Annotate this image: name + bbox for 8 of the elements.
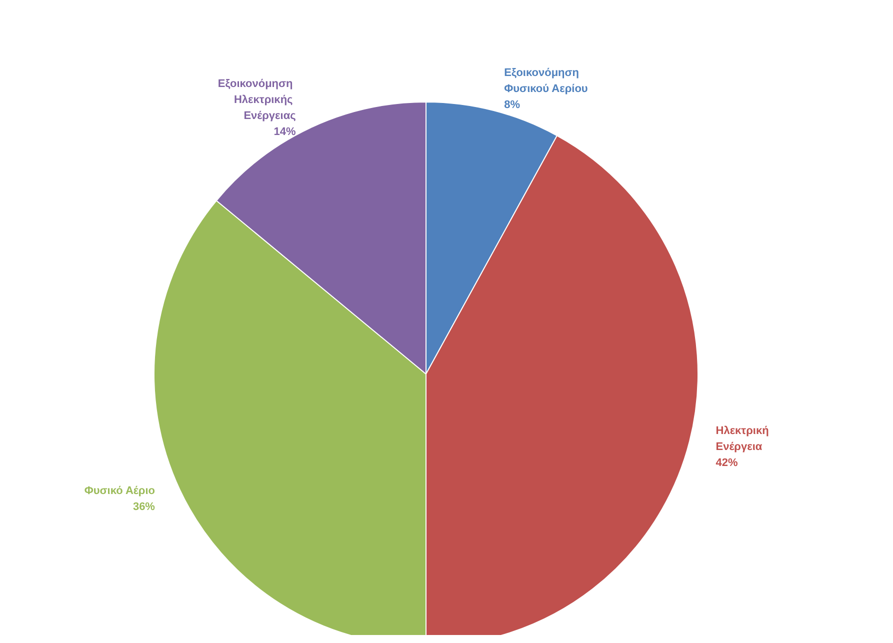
- data-label: 14%: [274, 126, 296, 138]
- slice-label: Ηλεκτρική Ενέργεια: [716, 425, 772, 454]
- data-label: 42%: [716, 457, 738, 470]
- slice-label: Φυσικό Αέριο: [84, 485, 156, 498]
- data-label: 36%: [132, 501, 156, 514]
- slice-label: Εξοικονόμηση Φυσικού Αερίου: [504, 67, 588, 96]
- data-label: 8%: [504, 99, 520, 112]
- slice-label: Εξοικονόμηση Ηλεκτρικής Ενέργειας: [218, 78, 296, 122]
